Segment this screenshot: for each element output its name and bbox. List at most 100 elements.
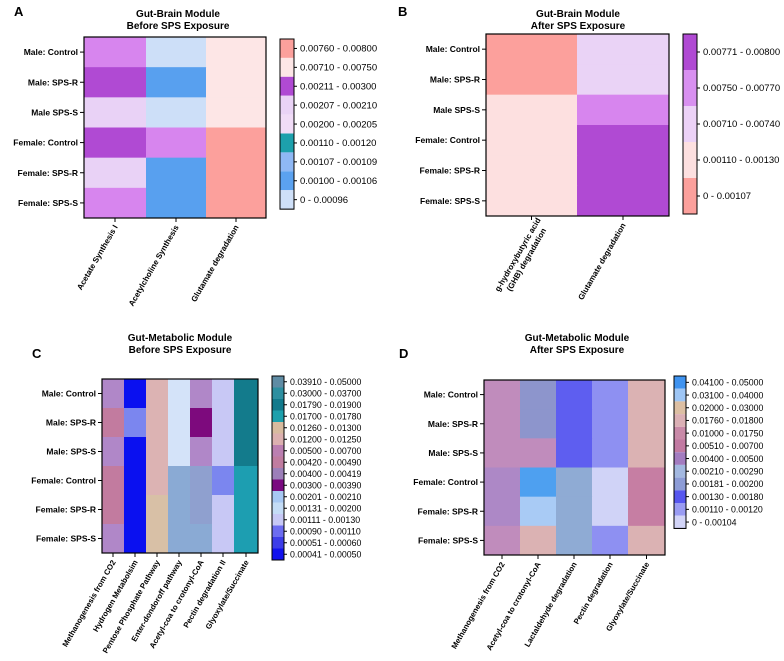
heatmap-cell (102, 524, 125, 554)
heatmap-cell (556, 380, 593, 410)
heatmap-cell (234, 466, 259, 496)
legend-label: 0.03000 - 0.03700 (290, 388, 362, 398)
legend-label: 0.00111 - 0.00130 (290, 515, 360, 525)
heatmap-cell (124, 437, 147, 467)
legend-label: 0.00100 - 0.00106 (300, 176, 377, 187)
legend-swatch (272, 491, 284, 503)
panel-letter: B (398, 4, 407, 19)
heatmap-cell (556, 438, 593, 468)
legend-label: 0.00110 - 0.00120 (692, 505, 763, 515)
heatmap-cell (102, 408, 125, 438)
heatmap-cell (484, 409, 521, 439)
legend-label: 0.00090 - 0.00110 (290, 526, 361, 536)
legend-swatch (272, 433, 284, 445)
y-tick-label-male-sps-r: Male: SPS-R (46, 418, 96, 428)
legend-swatch (280, 152, 294, 172)
legend-label: 0.00760 - 0.00800 (300, 44, 377, 55)
heatmap-cell (146, 187, 207, 219)
heatmap-cell (84, 37, 147, 68)
y-tick-label-female-sps-r: Female: SPS-R (418, 506, 478, 516)
chart-title: Gut-Brain Module (536, 9, 620, 20)
legend-swatch (272, 537, 284, 549)
heatmap-cell (102, 466, 125, 496)
y-tick-label-male-sps-s: Male SPS-S (31, 107, 78, 117)
legend-label: 0.00201 - 0.00210 (290, 492, 362, 502)
heatmap-cell (628, 438, 666, 468)
heatmap-cell (190, 379, 213, 409)
x-tick-label-pectin-degradation: Pectin degradation (572, 560, 615, 625)
legend-swatch (272, 548, 284, 560)
legend-swatch (674, 503, 686, 516)
heatmap-cell (484, 496, 521, 527)
y-tick-label-male-control: Male: Control (426, 44, 480, 54)
heatmap-cell (146, 127, 207, 159)
x-tick-label-pectin-degradation-ii: Pectin degradation II (182, 559, 228, 630)
heatmap-cell (628, 467, 666, 498)
x-tick-label-glutamate-degradation: Glutamate degradation (576, 221, 627, 301)
legend-swatch (280, 133, 294, 153)
heatmap-cell (212, 408, 235, 438)
chart-title: Gut-Brain Module (136, 9, 220, 20)
heatmap-cell (168, 524, 191, 554)
heatmap-cell (486, 185, 578, 217)
y-tick-label-male-sps-r: Male: SPS-R (28, 77, 78, 87)
legend-swatch (280, 57, 294, 77)
legend-label: 0.00420 - 0.00490 (290, 457, 362, 467)
legend-swatch (280, 190, 294, 210)
heatmap-cell (190, 466, 213, 496)
heatmap-cell (124, 524, 147, 554)
legend-swatch (272, 445, 284, 457)
panel-letter: C (32, 346, 42, 361)
y-tick-label-female-sps-s: Female: SPS-S (420, 196, 480, 206)
heatmap-cell (102, 495, 125, 525)
heatmap-cell (592, 409, 629, 439)
legend-swatch (674, 439, 686, 453)
legend-label: 0.01760 - 0.01800 (692, 416, 764, 426)
heatmap-cell (234, 495, 259, 525)
heatmap-cell (168, 437, 191, 467)
heatmap-cell (486, 155, 578, 187)
y-tick-label-male-sps-s: Male: SPS-S (46, 447, 96, 457)
heatmap-cell (168, 408, 191, 438)
heatmap-cell (520, 496, 557, 527)
heatmap-cell (520, 467, 557, 498)
heatmap-cell (84, 157, 147, 189)
x-tick-label-glyoxylate-succinate: Glyoxylate/Succinate (204, 558, 251, 631)
y-tick-label-female-sps-s: Female: SPS-S (18, 198, 78, 208)
heatmap-cell (146, 437, 169, 467)
y-tick-label-male-control: Male: Control (42, 389, 96, 399)
legend-label: 0.00500 - 0.00700 (290, 446, 362, 456)
legend-swatch (272, 376, 284, 388)
legend: 0.04100 - 0.05000 0.03100 - 0.04000 0.0200… (673, 375, 764, 529)
legend-swatch (272, 525, 284, 537)
heatmap-cell (234, 524, 259, 554)
heatmap-cell (124, 466, 147, 496)
legend-swatch (683, 178, 697, 214)
heatmap-cell (206, 127, 267, 159)
heatmap-cell (484, 467, 521, 498)
y-tick-label-female-sps-r: Female: SPS-R (36, 505, 96, 515)
legend-label: 0.00300 - 0.00390 (290, 480, 362, 490)
heatmap-cell (206, 97, 267, 128)
heatmap-cell (556, 409, 593, 439)
heatmap-cell (146, 408, 169, 438)
legend-label: 0.00211 - 0.00300 (300, 81, 376, 92)
legend-label: 0.00750 - 0.00770 (703, 83, 780, 94)
legend-label: 0.00210 - 0.00290 (692, 466, 764, 476)
legend-swatch (272, 422, 284, 434)
heatmap-cell (234, 408, 259, 438)
y-tick-label-male-sps-r: Male: SPS-R (428, 419, 478, 429)
legend: 0.00771 - 0.00800 0.00750 - 0.00770 0.0071… (682, 33, 780, 215)
heatmap-cell (592, 380, 629, 410)
y-tick-label-female-control: Female: Control (413, 477, 478, 487)
heatmap-cell (486, 64, 578, 96)
legend-label: 0.00110 - 0.00130 (703, 155, 779, 166)
legend-label: 0.01000 - 0.01750 (692, 428, 764, 438)
y-tick-label-male-sps-s: Male: SPS-S (428, 448, 478, 458)
legend-label: 0.00710 - 0.00740 (703, 119, 780, 130)
heatmap-cell (124, 379, 147, 409)
legend-swatch (674, 452, 686, 465)
y-tick-label-female-sps-r: Female: SPS-R (18, 168, 78, 178)
x-tick-label-g-hydroxybutyric-acid-ghb-degradation: g-hydroxybutyric acid(GHB) degradation (493, 216, 551, 298)
heatmap-cell (520, 525, 557, 556)
